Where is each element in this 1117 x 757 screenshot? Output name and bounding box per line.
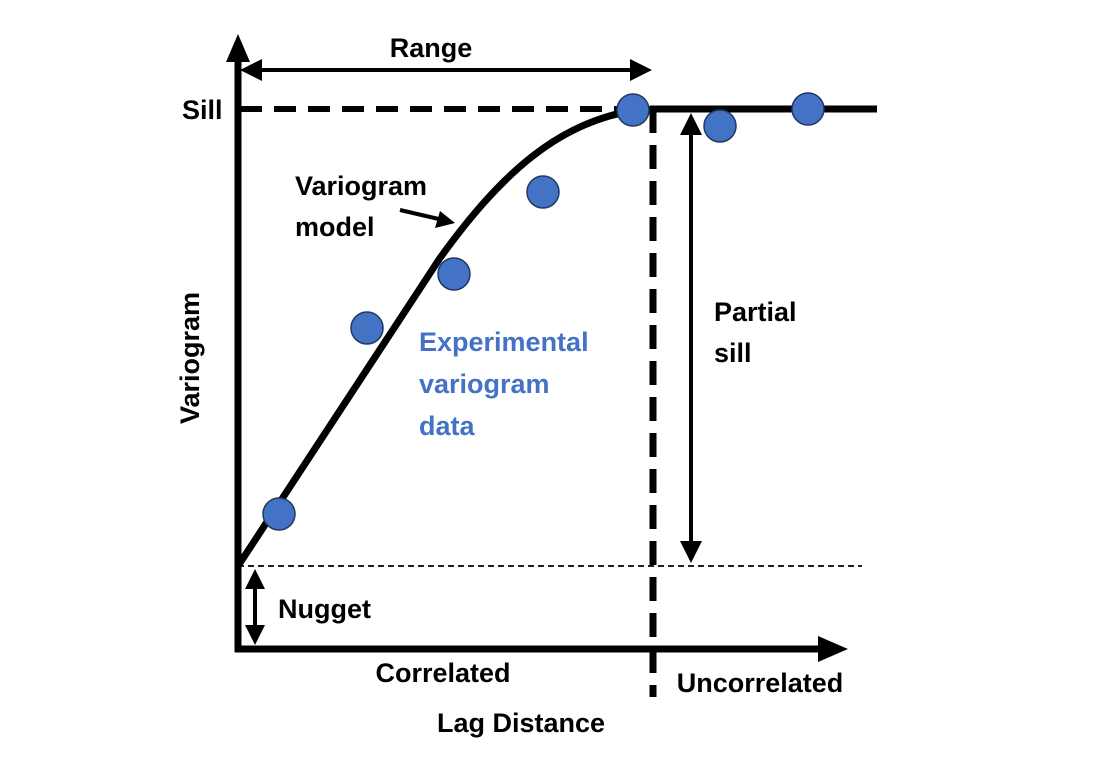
y-axis-arrowhead bbox=[226, 34, 250, 62]
x-axis-label: Lag Distance bbox=[437, 708, 605, 738]
partial-sill-arrow-bottom-head bbox=[680, 541, 702, 563]
range-arrow-right-head bbox=[630, 59, 652, 81]
data-point bbox=[437, 257, 471, 291]
data-point bbox=[526, 175, 560, 209]
x-axis-arrowhead bbox=[818, 636, 848, 662]
nugget-arrow-bottom-head bbox=[245, 625, 265, 645]
range-arrow-left-head bbox=[240, 59, 262, 81]
partial-sill-label-line2: sill bbox=[714, 338, 752, 368]
variogram-model-label-line2: model bbox=[295, 212, 375, 242]
experimental-label-line2: variogram bbox=[419, 369, 550, 399]
experimental-data-points bbox=[262, 92, 825, 531]
uncorrelated-label: Uncorrelated bbox=[677, 668, 844, 698]
experimental-label-line1: Experimental bbox=[419, 327, 589, 357]
data-point bbox=[616, 93, 650, 127]
partial-sill-label-line1: Partial bbox=[714, 297, 797, 327]
correlated-label: Correlated bbox=[375, 658, 510, 688]
sill-label: Sill bbox=[182, 95, 223, 125]
range-label: Range bbox=[390, 33, 473, 63]
variogram-model-curve bbox=[234, 105, 649, 570]
data-point bbox=[262, 497, 296, 531]
data-point bbox=[350, 311, 384, 345]
model-pointer-arrowhead bbox=[435, 211, 455, 228]
partial-sill-arrow-top-head bbox=[680, 113, 702, 135]
model-pointer-arrow bbox=[399, 208, 444, 222]
data-point bbox=[791, 92, 825, 126]
nugget-arrow-top-head bbox=[245, 569, 265, 589]
experimental-label-line3: data bbox=[419, 411, 476, 441]
variogram-model-label-line1: Variogram bbox=[295, 171, 427, 201]
y-axis-label: Variogram bbox=[175, 292, 205, 424]
data-point bbox=[703, 109, 737, 143]
nugget-label: Nugget bbox=[278, 594, 371, 624]
